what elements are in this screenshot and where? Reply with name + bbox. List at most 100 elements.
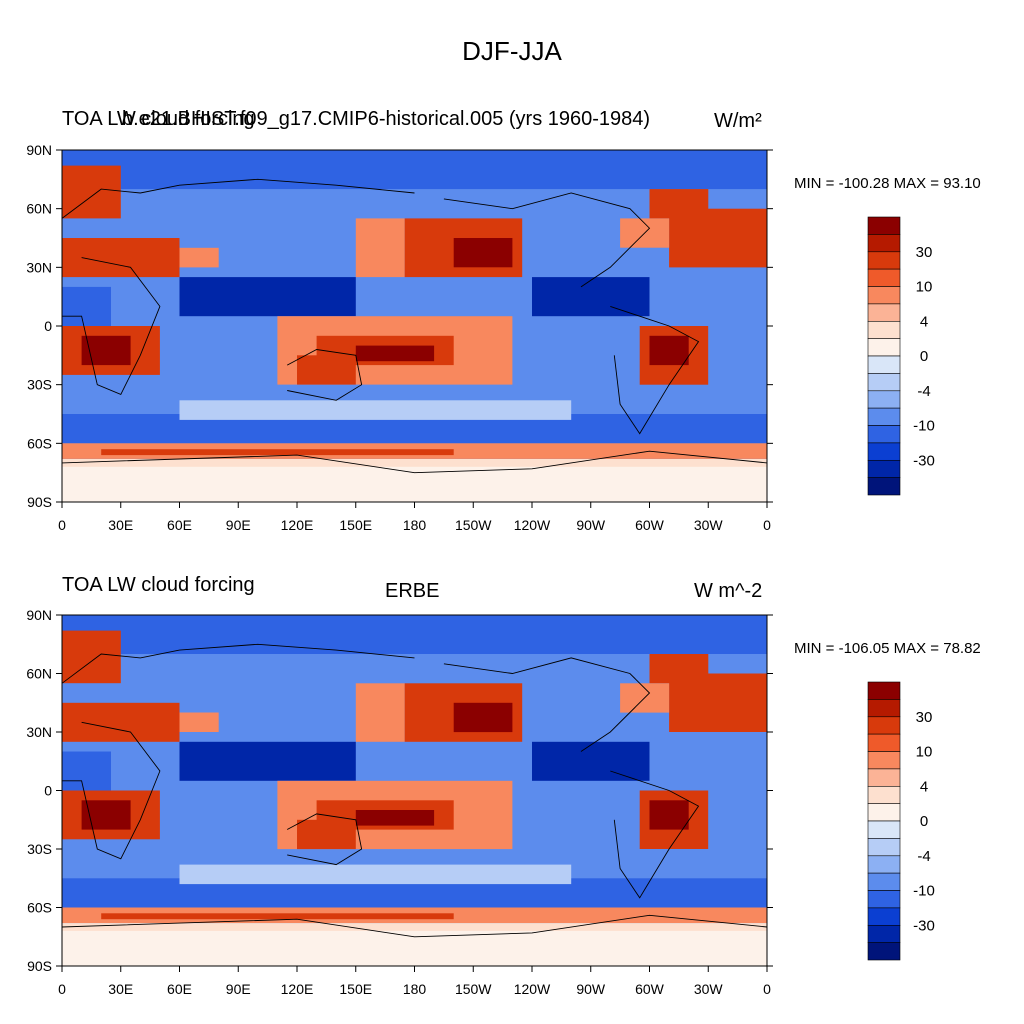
contour-region — [62, 150, 767, 190]
lat-tick-label: 30N — [26, 259, 52, 275]
panel-1-units: W/m² — [714, 110, 762, 132]
colorbar-segment — [867, 477, 901, 496]
lon-tick-label: 120W — [514, 981, 551, 997]
colorbar-segment — [867, 924, 901, 943]
coastline — [610, 305, 700, 435]
contour-region — [649, 800, 689, 830]
lat-tick-label: 60S — [27, 900, 52, 916]
coastline — [443, 657, 651, 752]
colorbar-segment — [867, 355, 901, 374]
coastline — [61, 914, 768, 938]
colorbar-segment — [867, 373, 901, 392]
contour-region — [297, 355, 356, 385]
colorbar-label: -30 — [913, 452, 935, 469]
map-panel-1: 90N 60N 30N 0 30S 60S 90S 0 30E 60E 90E 120E 150E 180… — [26, 142, 773, 533]
colorbar-segment — [867, 234, 901, 253]
colorbar-segment — [867, 907, 901, 926]
colorbar-label: -4 — [917, 848, 930, 865]
lat-tick-label: 30S — [27, 841, 52, 857]
colorbar-segment — [867, 442, 901, 461]
lon-tick-label: 120E — [281, 517, 314, 533]
colorbar-label: 30 — [916, 244, 933, 261]
contour-region — [355, 810, 435, 826]
colorbar-segment — [867, 872, 901, 891]
panel-1-left-title: TOA LW cloud forcing — [62, 108, 255, 130]
coastline — [61, 450, 768, 474]
lat-tick-label: 0 — [44, 783, 52, 799]
contour-region — [62, 165, 121, 219]
panel-2-center-title: ERBE — [385, 580, 440, 602]
coastline — [286, 349, 363, 401]
contour-region — [101, 913, 454, 920]
lon-tick-label: 180 — [403, 517, 427, 533]
contour-region — [62, 238, 180, 278]
lon-tick-label: 0 — [58, 517, 66, 533]
colorbar-label: 0 — [920, 813, 928, 830]
colorbar-segment — [867, 303, 901, 322]
panel-2-left-title: TOA LW cloud forcing — [62, 574, 255, 596]
colorbar-segment — [867, 407, 901, 426]
colorbar-label: 4 — [920, 778, 928, 795]
lat-tick-label: 30N — [26, 724, 52, 740]
coastline — [286, 813, 363, 866]
contour-region — [453, 702, 513, 733]
colorbar-segment — [867, 459, 901, 478]
coastline — [443, 192, 651, 288]
colorbar-segment — [867, 890, 901, 909]
map-panel-2: 90N 60N 30N 0 30S 60S 90S 0 30E 60E 90E 120E 150E 180… — [26, 607, 773, 997]
colorbar-segment — [867, 785, 901, 804]
coastline — [61, 178, 415, 219]
colorbar-segment — [867, 820, 901, 839]
contour-region — [669, 208, 767, 268]
colorbar-label: 4 — [920, 313, 928, 330]
colorbar-segment — [867, 216, 901, 235]
lon-tick-label: 90E — [226, 981, 251, 997]
lon-tick-label: 60W — [635, 517, 665, 533]
lat-tick-label: 30S — [27, 377, 52, 393]
contour-region — [179, 864, 572, 885]
contour-region — [179, 247, 219, 268]
panel-2-units: W m^-2 — [694, 580, 763, 602]
lon-tick-label: 30W — [694, 981, 724, 997]
lon-tick-label: 0 — [763, 517, 771, 533]
lon-tick-label: 120W — [514, 517, 551, 533]
contour-region — [355, 218, 405, 278]
lat-tick-label: 60S — [27, 435, 52, 451]
contour-region — [532, 277, 650, 317]
coastline — [62, 721, 161, 860]
lon-tick-label: 150W — [455, 981, 492, 997]
colorbar-segment — [867, 338, 901, 357]
lat-tick-label: 90S — [27, 494, 52, 510]
lon-tick-label: 60E — [167, 517, 192, 533]
lat-tick-label: 90S — [27, 958, 52, 974]
contour-region — [81, 335, 131, 366]
panel-2-minmax: MIN = -106.05 MAX = 78.82 — [794, 640, 981, 657]
coastline — [610, 770, 700, 899]
lon-tick-label: 30E — [108, 517, 133, 533]
lat-tick-label: 60N — [26, 666, 52, 682]
colorbar-segment — [867, 768, 901, 787]
colorbar-label: 10 — [916, 279, 933, 296]
lon-tick-label: 0 — [58, 981, 66, 997]
contour-region — [62, 751, 111, 791]
contour-region — [532, 741, 650, 781]
lon-tick-label: 90W — [576, 517, 606, 533]
lon-tick-label: 120E — [281, 981, 314, 997]
contour-region — [62, 702, 180, 742]
lon-tick-label: 150E — [339, 517, 372, 533]
colorbar-label: -30 — [913, 917, 935, 934]
colorbar-2: 30 10 4 0 -4 -10 -30 — [867, 681, 935, 961]
contour-region — [179, 277, 356, 317]
colorbar-segment — [867, 699, 901, 718]
colorbar-segment — [867, 733, 901, 752]
colorbar-label: 30 — [916, 709, 933, 726]
contour-region — [62, 615, 767, 654]
colorbar-segment — [867, 803, 901, 822]
lat-tick-label: 90N — [26, 142, 52, 158]
colorbar-segment — [867, 751, 901, 770]
colorbar-segment — [867, 320, 901, 339]
contour-region — [62, 286, 111, 326]
contour-region — [62, 466, 767, 502]
figure-title: DJF-JJA — [462, 36, 562, 66]
panel-1-center-title: b.e21.BHIST.f09_g17.CMIP6-historical.005… — [122, 108, 651, 130]
